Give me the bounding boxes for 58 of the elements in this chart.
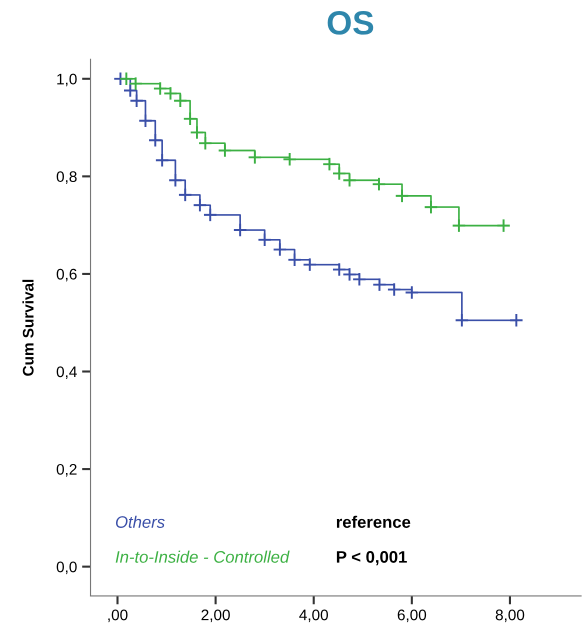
point <box>302 257 318 272</box>
point <box>452 218 466 233</box>
y-tick-label: 0,8 <box>56 171 77 184</box>
y-tick-label: 0,6 <box>56 268 77 282</box>
point <box>168 173 183 188</box>
point <box>248 150 262 165</box>
point <box>424 200 438 214</box>
point <box>332 262 346 277</box>
y-tick-label: 1,0 <box>57 74 77 86</box>
point <box>282 152 297 167</box>
point <box>148 133 162 148</box>
text: In-to-Inside - Controlled <box>116 550 290 563</box>
point <box>342 267 357 282</box>
x-tick-label: ,00 <box>108 610 128 622</box>
point <box>332 166 346 181</box>
x-tick-label: 4,00 <box>299 610 328 622</box>
point <box>232 222 248 238</box>
annotation: P < 0,001 <box>336 551 407 566</box>
chart-title: OS <box>328 11 374 35</box>
point <box>152 81 168 96</box>
point <box>509 313 524 328</box>
point <box>129 94 144 108</box>
point <box>198 136 213 150</box>
point <box>119 72 134 86</box>
point <box>496 218 511 233</box>
point <box>182 112 198 126</box>
point <box>342 173 357 188</box>
x-tick-label: 6,00 <box>398 610 426 622</box>
point <box>178 188 192 202</box>
point <box>154 153 170 168</box>
point <box>190 125 204 140</box>
point <box>192 198 208 212</box>
point <box>173 94 188 108</box>
y-axis-title: Cum Survival <box>22 280 34 376</box>
point <box>404 285 420 300</box>
x-tick-label: 2,00 <box>202 610 230 622</box>
text: Others <box>116 516 165 528</box>
x-tick-label: 8,00 <box>496 610 524 622</box>
point <box>128 76 143 91</box>
y-tick-label: 0,2 <box>56 464 77 477</box>
y-tick-label: 0,0 <box>56 562 77 574</box>
point <box>372 176 386 192</box>
point <box>218 143 232 158</box>
point <box>287 252 302 268</box>
point <box>322 156 337 172</box>
point <box>352 272 367 287</box>
annotation: reference <box>336 516 410 528</box>
point <box>272 242 288 257</box>
point <box>372 277 387 292</box>
point <box>123 83 138 98</box>
y-tick-label: 0,4 <box>56 366 77 379</box>
point <box>257 232 272 248</box>
point <box>163 86 178 101</box>
point <box>202 208 218 222</box>
point <box>138 114 153 128</box>
point <box>386 282 402 297</box>
point <box>394 188 410 204</box>
point <box>454 313 470 328</box>
